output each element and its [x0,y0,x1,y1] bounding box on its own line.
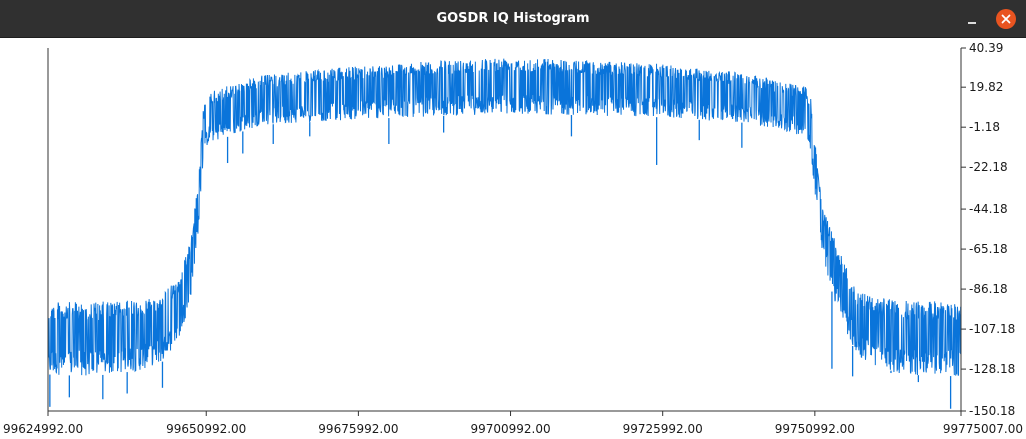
x-tick-label: 99675992.00 [318,422,398,436]
x-tick-label: 99750992.00 [775,422,855,436]
title-bar[interactable]: GOSDR IQ Histogram [0,0,1026,38]
y-tick-label: -44.18 [969,202,1008,216]
spectrum-series-line [47,58,962,376]
x-tick-label: 99725992.00 [623,422,703,436]
y-tick-label: -1.18 [969,120,1000,134]
y-tick-label: -65.18 [969,242,1008,256]
plot-layer [47,58,962,409]
y-tick-label: -107.18 [969,322,1015,336]
close-icon [1001,14,1011,24]
minimize-icon [968,22,976,24]
histogram-svg: 40.39 19.82 -1.18 -22.18 -44.18 -65.18 -86.18 -… [3,41,1023,436]
y-tick-label: -22.18 [969,160,1008,174]
x-tick-label: 99700992.00 [470,422,550,436]
y-tick-label: 19.82 [969,80,1003,94]
x-tick-label: 99624992.00 [3,422,83,436]
axes-layer: 40.39 19.82 -1.18 -22.18 -44.18 -65.18 -86.18 -… [3,41,1023,436]
y-tick-label: -128.18 [969,362,1015,376]
y-tick-label: 40.39 [969,41,1003,55]
x-tick-label: 99775007.00 [943,422,1023,436]
y-tick-label: -86.18 [969,282,1008,296]
x-tick-label: 99650992.00 [166,422,246,436]
minimize-button[interactable] [962,9,982,29]
histogram-chart: 40.39 19.82 -1.18 -22.18 -44.18 -65.18 -86.18 -… [0,38,1026,439]
close-button[interactable] [996,9,1016,29]
window-title: GOSDR IQ Histogram [436,11,590,26]
y-tick-label: -150.18 [969,404,1015,418]
